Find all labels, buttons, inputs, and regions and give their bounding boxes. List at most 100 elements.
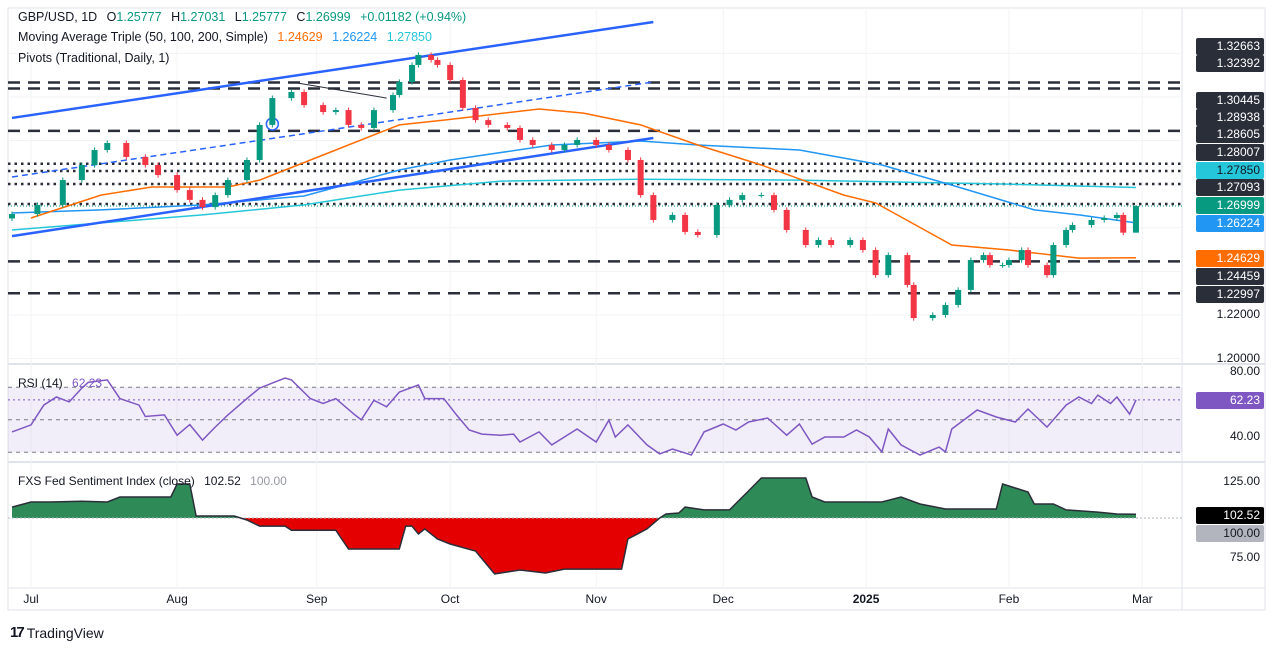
close-label: C [296, 10, 306, 24]
candle-body [999, 265, 1006, 267]
low-label: L [234, 10, 242, 24]
close-value: 1.26999 [305, 10, 351, 24]
candle-body [980, 255, 987, 261]
candle-body [142, 156, 149, 166]
symbol-legend: GBP/USD, 1D O1.25777 H1.27031 L1.25777 C… [18, 10, 472, 24]
open-value: 1.25777 [116, 10, 162, 24]
ohlc-open: O1.25777 [107, 10, 162, 24]
price-axis-label-pivot: 1.32392 [1196, 54, 1264, 72]
sentiment-tick-125: 125.00 [1223, 474, 1260, 488]
candle-body [459, 79, 466, 108]
candle-body [174, 175, 181, 191]
time-axis-label: Mar [1131, 592, 1153, 606]
tradingview-logo[interactable]: 17 TradingView [10, 624, 104, 641]
sentiment-tick-75: 75.00 [1229, 550, 1260, 564]
candle-body [345, 110, 352, 125]
candle-body [9, 214, 15, 219]
ma-legend[interactable]: Moving Average Triple (50, 100, 200, Sim… [18, 30, 438, 44]
chart-border [7, 7, 1266, 611]
price-axis-label-close: 1.26999 [1196, 196, 1264, 214]
candle-body [1018, 250, 1025, 261]
candle-body [942, 304, 949, 315]
sentiment-line [11, 477, 1137, 575]
candle-body [332, 110, 339, 113]
ohlc-high: H1.27031 [171, 10, 225, 24]
pivots-legend[interactable]: Pivots (Traditional, Daily, 1) [18, 51, 175, 65]
ma-title: Moving Average Triple (50, 100, 200, Sim… [18, 30, 268, 44]
candle-body [320, 105, 327, 113]
candle-body [155, 165, 162, 176]
chart-canvas[interactable] [0, 0, 1273, 612]
ohlc-low: L1.25777 [235, 10, 287, 24]
candle-body [605, 144, 612, 150]
candle-body [59, 180, 66, 205]
time-axis-label: Jul [23, 592, 39, 606]
candle-body [1113, 214, 1120, 218]
high-value: 1.27031 [180, 10, 226, 24]
candle-body [396, 81, 403, 96]
candle-body [1101, 217, 1108, 220]
change-value: +0.01182 (+0.94%) [360, 10, 467, 24]
sentiment-legend-value: 102.52 [204, 474, 241, 488]
sentiment-title: FXS Fed Sentiment Index (close) [18, 474, 195, 488]
candle-body [370, 110, 377, 128]
candle-body [726, 199, 733, 205]
sentiment-legend[interactable]: FXS Fed Sentiment Index (close) 102.52 1… [18, 474, 293, 488]
rsi-tick-80: 80.00 [1229, 364, 1260, 378]
sentiment-value-badge: 102.52 [1196, 507, 1264, 524]
time-axis-label: Aug [166, 592, 188, 606]
candle-body [104, 142, 111, 150]
candle-body [548, 144, 555, 150]
symbol-title[interactable]: GBP/USD, 1D [18, 10, 98, 24]
candle-body [1005, 260, 1012, 266]
time-axis-label: Feb [998, 592, 1020, 606]
price-axis-label-tick: 1.22000 [1216, 307, 1260, 321]
candle-body [593, 139, 600, 145]
candle-body [624, 149, 631, 161]
price-axis-label-ma200: 1.27850 [1196, 161, 1264, 179]
candle-body [409, 64, 416, 82]
trendline [11, 20, 654, 120]
candle-body [1050, 245, 1057, 276]
sentiment-legend-baseline: 100.00 [250, 474, 287, 488]
candle-body [885, 255, 892, 276]
candle-body [910, 284, 917, 319]
rsi-legend[interactable]: RSI (14) 62.23 [18, 376, 108, 390]
candle-body [78, 165, 85, 181]
candle-body [288, 91, 295, 99]
candle-body [1063, 229, 1070, 246]
candle-body [955, 289, 962, 305]
tradingview-logo-text: TradingView [26, 624, 104, 641]
candle-body [517, 127, 523, 140]
rsi-line [11, 377, 1137, 456]
rsi-value-badge: 62.23 [1196, 392, 1264, 409]
candle-body [256, 124, 263, 161]
price-axis-label-pivot: 1.28007 [1196, 143, 1264, 161]
rsi-title: RSI (14) [18, 376, 63, 390]
sentiment-negative-area [12, 518, 1136, 574]
price-axis-label-pivot: 1.24459 [1196, 267, 1264, 285]
high-label: H [171, 10, 181, 24]
candle-body [739, 195, 746, 200]
candle-body [1132, 206, 1139, 233]
candle-body [212, 195, 219, 208]
candle-body [904, 255, 911, 285]
candle-body [243, 160, 250, 181]
candle-body [1120, 214, 1127, 233]
pivots-title: Pivots (Traditional, Daily, 1) [18, 51, 170, 65]
candle-body [694, 231, 701, 235]
candle-body [771, 195, 777, 210]
candle-body [91, 149, 98, 166]
candle-body [504, 124, 511, 128]
candle-body [967, 260, 974, 290]
ohlc-close: C1.26999 [296, 10, 350, 24]
candle-body [815, 240, 822, 246]
candle-body [186, 190, 193, 200]
candle-body [415, 54, 422, 65]
price-axis-label-tick: 1.20000 [1216, 351, 1260, 365]
candle-body [485, 120, 492, 125]
trendline [11, 136, 654, 238]
candle-body [34, 204, 41, 215]
candle-body [986, 255, 993, 266]
candle-body [123, 142, 130, 157]
